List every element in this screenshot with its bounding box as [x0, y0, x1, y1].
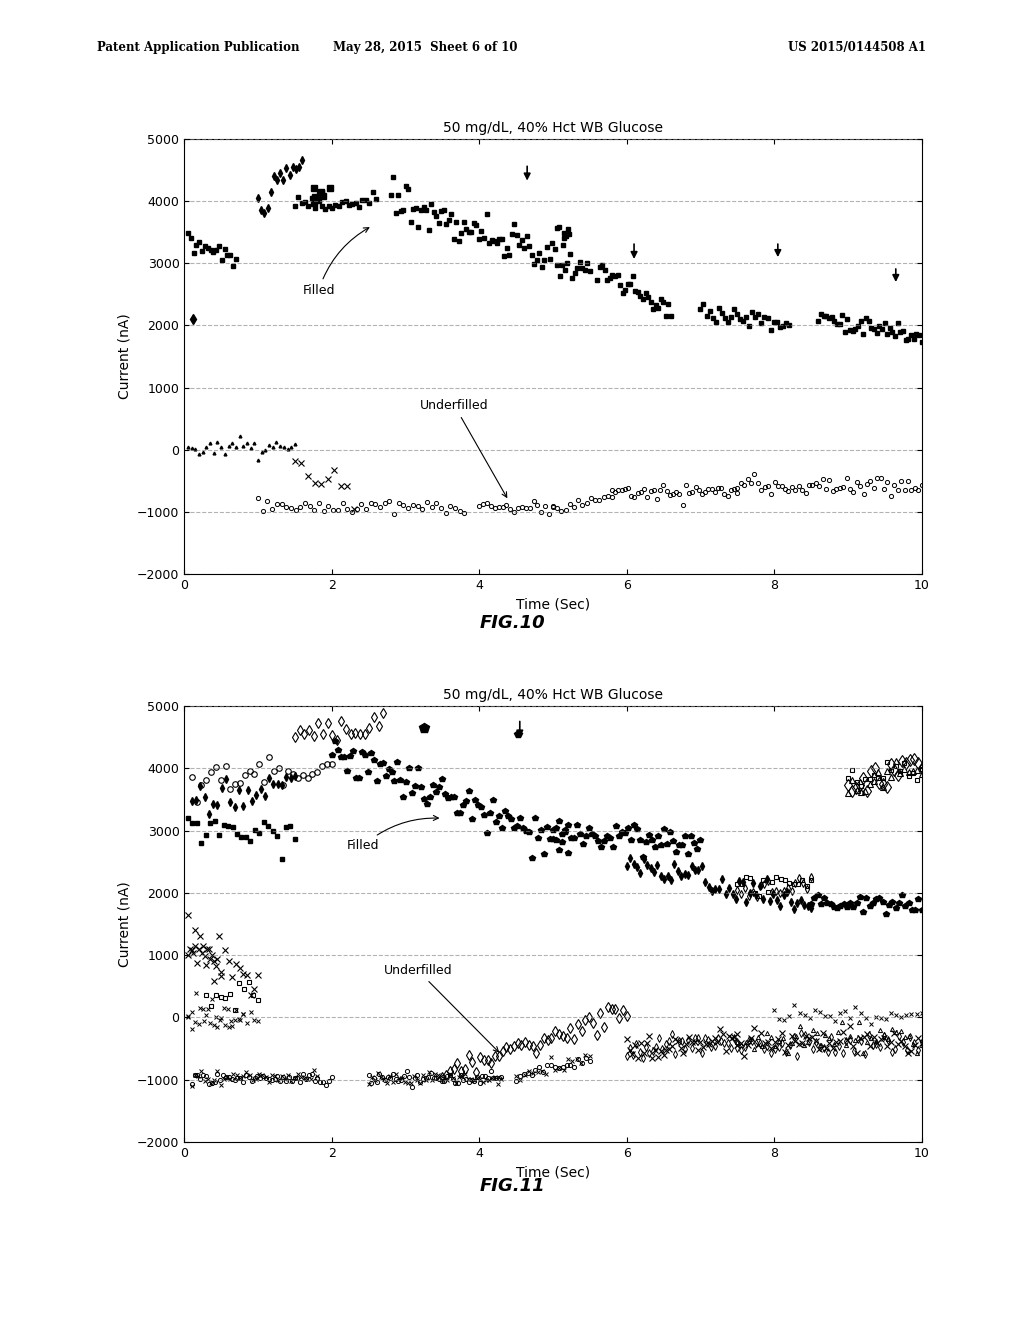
Text: FIG.10: FIG.10: [479, 614, 545, 632]
X-axis label: Time (Sec): Time (Sec): [516, 1166, 590, 1179]
Text: Filled: Filled: [302, 227, 369, 297]
Y-axis label: Current (nA): Current (nA): [118, 882, 131, 966]
Text: Underfilled: Underfilled: [420, 399, 507, 498]
Y-axis label: Current (nA): Current (nA): [118, 314, 131, 399]
Title: 50 mg/dL, 40% Hct WB Glucose: 50 mg/dL, 40% Hct WB Glucose: [443, 120, 663, 135]
Text: FIG.11: FIG.11: [479, 1177, 545, 1196]
Title: 50 mg/dL, 40% Hct WB Glucose: 50 mg/dL, 40% Hct WB Glucose: [443, 688, 663, 702]
Text: Patent Application Publication: Patent Application Publication: [97, 41, 300, 54]
Text: May 28, 2015  Sheet 6 of 10: May 28, 2015 Sheet 6 of 10: [333, 41, 517, 54]
Text: US 2015/0144508 A1: US 2015/0144508 A1: [788, 41, 927, 54]
Text: Filled: Filled: [346, 816, 438, 853]
Text: Underfilled: Underfilled: [383, 964, 499, 1052]
X-axis label: Time (Sec): Time (Sec): [516, 598, 590, 611]
